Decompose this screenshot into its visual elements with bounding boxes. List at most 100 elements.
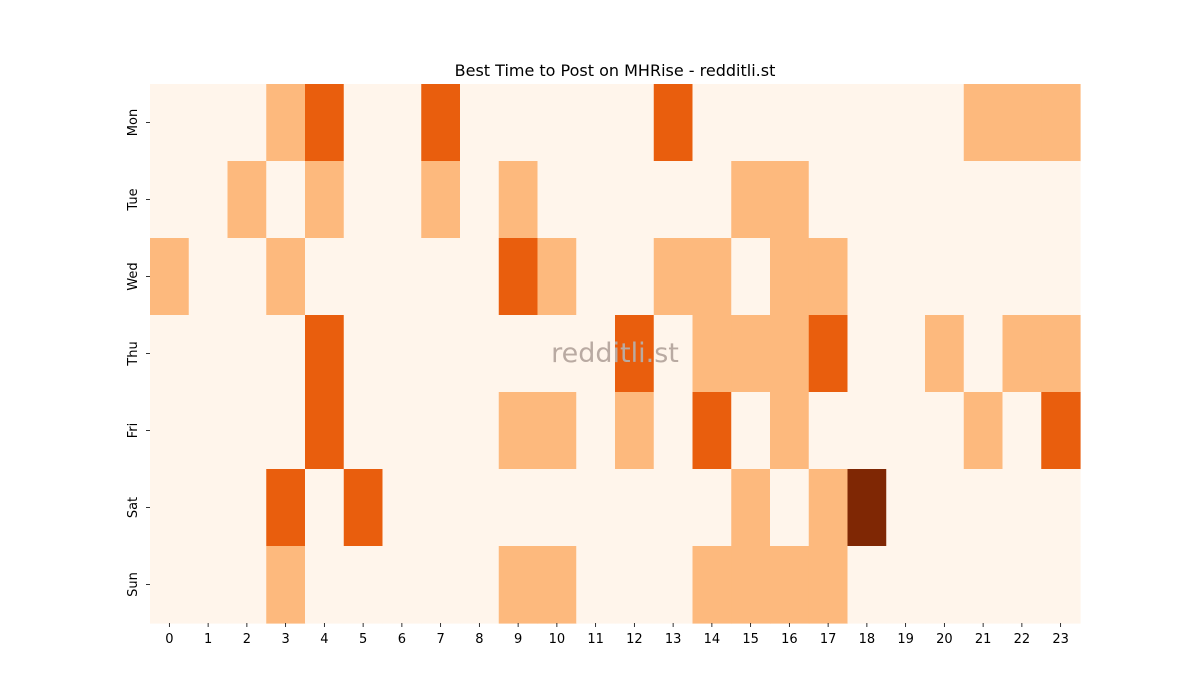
heatmap-cell-sat-16: [770, 469, 810, 547]
heatmap-cell-fri-14: [692, 392, 732, 470]
heatmap-cell-wed-13: [653, 238, 694, 316]
heatmap-cell-wed-14: [692, 238, 732, 316]
heatmap-cell-thu-16: [770, 315, 810, 393]
x-tick-label: 5: [359, 632, 367, 647]
heatmap-cell-tue-8: [460, 161, 500, 239]
heatmap-cell-sat-21: [963, 469, 1004, 547]
heatmap-cell-wed-5: [343, 238, 384, 316]
heatmap-cell-wed-2: [227, 238, 267, 316]
heatmap-cell-thu-6: [382, 315, 422, 393]
heatmap-cell-thu-22: [1002, 315, 1042, 393]
heatmap-cell-sun-0: [150, 546, 190, 624]
x-tick-label: 23: [1052, 632, 1069, 647]
x-tick-label: 10: [549, 632, 566, 647]
y-tick-label: Tue: [126, 188, 141, 211]
heatmap-cell-mon-13: [653, 84, 694, 162]
heatmap-cell-sat-3: [266, 469, 306, 547]
heatmap-cell-tue-9: [498, 161, 539, 239]
heatmap-cell-wed-15: [731, 238, 771, 316]
heatmap-cell-mon-17: [808, 84, 849, 162]
heatmap-cell-sun-20: [925, 546, 965, 624]
heatmap-cell-wed-21: [963, 238, 1004, 316]
heatmap-cell-sat-13: [653, 469, 694, 547]
y-tick-label: Sun: [126, 572, 141, 597]
heatmap-cell-tue-6: [382, 161, 422, 239]
heatmap-cell-fri-9: [498, 392, 539, 470]
heatmap-cell-tue-17: [808, 161, 849, 239]
heatmap-cell-sun-15: [731, 546, 771, 624]
x-tick-label: 20: [936, 632, 953, 647]
heatmap-cell-wed-0: [150, 238, 190, 316]
heatmap-cell-mon-18: [847, 84, 887, 162]
heatmap-cell-fri-0: [150, 392, 190, 470]
heatmap-cell-sat-2: [227, 469, 267, 547]
heatmap-cell-tue-7: [421, 161, 461, 239]
heatmap-cell-thu-15: [731, 315, 771, 393]
heatmap-cell-mon-16: [770, 84, 810, 162]
heatmap-cell-sat-19: [886, 469, 926, 547]
heatmap-cell-tue-10: [537, 161, 577, 239]
heatmap-cell-fri-13: [653, 392, 694, 470]
heatmap-cell-thu-8: [460, 315, 500, 393]
heatmap-cell-mon-11: [576, 84, 616, 162]
heatmap-cell-thu-23: [1041, 315, 1081, 393]
heatmap-cell-thu-3: [266, 315, 306, 393]
heatmap-cell-thu-5: [343, 315, 384, 393]
heatmap-cell-tue-13: [653, 161, 694, 239]
heatmap-cell-sun-7: [421, 546, 461, 624]
heatmap-cell-wed-20: [925, 238, 965, 316]
heatmap-cell-sat-15: [731, 469, 771, 547]
heatmap-cell-wed-6: [382, 238, 422, 316]
heatmap-cell-thu-0: [150, 315, 190, 393]
heatmap-cell-fri-20: [925, 392, 965, 470]
heatmap-cell-sat-10: [537, 469, 577, 547]
x-tick-label: 12: [626, 632, 643, 647]
heatmap-cell-wed-18: [847, 238, 887, 316]
heatmap-cell-sat-20: [925, 469, 965, 547]
heatmap-cell-thu-17: [808, 315, 849, 393]
heatmap-cell-thu-9: [498, 315, 539, 393]
heatmap-cell-thu-13: [653, 315, 694, 393]
heatmap-cell-sat-22: [1002, 469, 1042, 547]
heatmap-cell-mon-3: [266, 84, 306, 162]
heatmap-cell-fri-7: [421, 392, 461, 470]
heatmap-cell-mon-23: [1041, 84, 1081, 162]
heatmap-cell-tue-3: [266, 161, 306, 239]
heatmap-cell-sun-6: [382, 546, 422, 624]
x-tick-label: 15: [742, 632, 759, 647]
x-tick-label: 13: [665, 632, 682, 647]
heatmap-cell-wed-19: [886, 238, 926, 316]
x-tick-label: 8: [475, 632, 483, 647]
x-tick-label: 18: [859, 632, 876, 647]
heatmap-cell-mon-7: [421, 84, 461, 162]
heatmap-cell-fri-17: [808, 392, 849, 470]
heatmap-cell-fri-16: [770, 392, 810, 470]
x-tick-label: 0: [165, 632, 173, 647]
heatmap-cell-mon-6: [382, 84, 422, 162]
x-tick-label: 21: [975, 632, 992, 647]
heatmap-cell-tue-12: [615, 161, 655, 239]
heatmap-cell-sat-14: [692, 469, 732, 547]
heatmap-cell-thu-2: [227, 315, 267, 393]
heatmap-cells: [150, 84, 1081, 624]
heatmap-cell-fri-6: [382, 392, 422, 470]
heatmap-cell-thu-19: [886, 315, 926, 393]
heatmap-cell-sun-23: [1041, 546, 1081, 624]
heatmap-cell-fri-3: [266, 392, 306, 470]
y-tick-label: Fri: [126, 423, 141, 439]
heatmap-cell-wed-7: [421, 238, 461, 316]
heatmap-cell-thu-1: [188, 315, 229, 393]
heatmap-cell-wed-4: [305, 238, 345, 316]
heatmap-cell-fri-10: [537, 392, 577, 470]
heatmap-cell-fri-4: [305, 392, 345, 470]
heatmap-cell-tue-15: [731, 161, 771, 239]
heatmap-cell-thu-11: [576, 315, 616, 393]
heatmap-cell-fri-11: [576, 392, 616, 470]
heatmap-cell-fri-2: [227, 392, 267, 470]
heatmap-cell-wed-12: [615, 238, 655, 316]
heatmap-cell-fri-15: [731, 392, 771, 470]
watermark: redditli.st: [551, 338, 679, 369]
x-tick-label: 1: [204, 632, 212, 647]
heatmap-cell-sun-12: [615, 546, 655, 624]
